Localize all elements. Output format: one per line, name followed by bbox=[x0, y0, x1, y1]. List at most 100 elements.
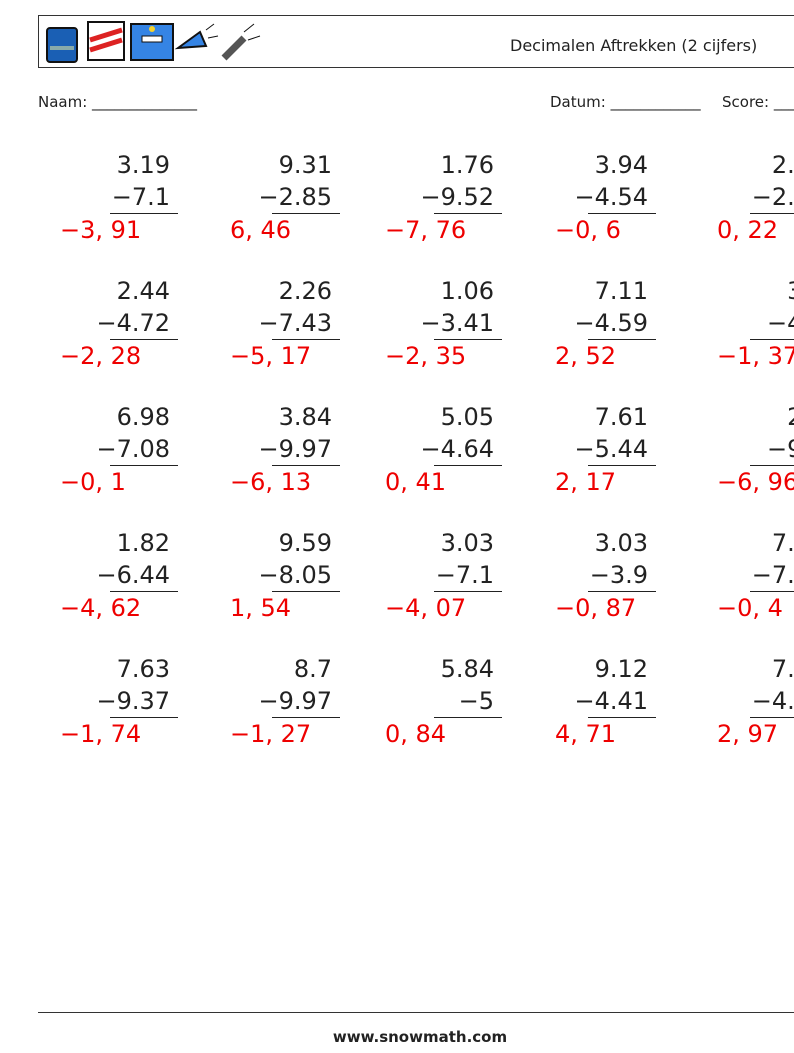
subtrahend: −4.54 bbox=[574, 183, 648, 211]
minuend: 3.03 bbox=[594, 529, 648, 557]
subtrahend: −9. bbox=[766, 435, 794, 463]
minuend: 9.31 bbox=[278, 151, 332, 179]
answer: −6, 96 bbox=[717, 468, 794, 496]
underline bbox=[434, 465, 502, 466]
underline bbox=[588, 213, 656, 214]
answer: 4, 71 bbox=[555, 720, 617, 748]
underline bbox=[272, 339, 340, 340]
header-box bbox=[38, 15, 794, 68]
answer: −3, 91 bbox=[60, 216, 142, 244]
underline bbox=[272, 591, 340, 592]
subtrahend: −3.9 bbox=[589, 561, 648, 589]
answer: 1, 54 bbox=[230, 594, 292, 622]
answer: −0, 1 bbox=[60, 468, 126, 496]
minuend: 8.7 bbox=[293, 655, 332, 683]
underline bbox=[750, 339, 794, 340]
underline bbox=[750, 213, 794, 214]
answer: −1, 74 bbox=[60, 720, 142, 748]
answer: 0, 84 bbox=[385, 720, 447, 748]
subtrahend: −6.44 bbox=[96, 561, 170, 589]
subtrahend: −4.72 bbox=[96, 309, 170, 337]
answer: −6, 13 bbox=[230, 468, 312, 496]
answer: −1, 27 bbox=[230, 720, 312, 748]
subtrahend: −4.64 bbox=[420, 435, 494, 463]
footer-url: www.snowmath.com bbox=[332, 1028, 508, 1046]
underline bbox=[272, 717, 340, 718]
answer: −2, 35 bbox=[385, 342, 467, 370]
footer-line bbox=[38, 1012, 794, 1013]
answer: 6, 46 bbox=[230, 216, 292, 244]
answer: −1, 37 bbox=[717, 342, 794, 370]
answer: 2, 97 bbox=[717, 720, 779, 748]
minuend: 1.76 bbox=[440, 151, 494, 179]
underline bbox=[272, 213, 340, 214]
minuend: 5.05 bbox=[440, 403, 494, 431]
subtrahend: −5.44 bbox=[574, 435, 648, 463]
minuend: 2.26 bbox=[278, 277, 332, 305]
underline bbox=[750, 717, 794, 718]
minuend: 7.4 bbox=[771, 529, 794, 557]
underline bbox=[110, 717, 178, 718]
underline bbox=[272, 465, 340, 466]
underline bbox=[434, 717, 502, 718]
answer: −4, 07 bbox=[385, 594, 467, 622]
underline bbox=[750, 465, 794, 466]
answer: −0, 6 bbox=[555, 216, 621, 244]
subtrahend: −2.85 bbox=[258, 183, 332, 211]
minuend: 3.19 bbox=[116, 151, 170, 179]
minuend: 3. bbox=[787, 277, 794, 305]
answer: −4, 62 bbox=[60, 594, 142, 622]
subtrahend: −9.97 bbox=[258, 687, 332, 715]
underline bbox=[110, 591, 178, 592]
underline bbox=[588, 465, 656, 466]
name-label: Naam: ______________ bbox=[38, 93, 198, 111]
answer: 0, 22 bbox=[717, 216, 779, 244]
subtrahend: −7.8 bbox=[751, 561, 794, 589]
subtrahend: −7.1 bbox=[111, 183, 170, 211]
minuend: 6.98 bbox=[116, 403, 170, 431]
subtrahend: −4.2 bbox=[751, 687, 794, 715]
subtrahend: −2.7 bbox=[751, 183, 794, 211]
underline bbox=[434, 591, 502, 592]
minuend: 5.84 bbox=[440, 655, 494, 683]
subtrahend: −9.52 bbox=[420, 183, 494, 211]
underline bbox=[434, 213, 502, 214]
subtrahend: −7.43 bbox=[258, 309, 332, 337]
minuend: 7.1 bbox=[771, 655, 794, 683]
answer: 0, 41 bbox=[385, 468, 447, 496]
underline bbox=[434, 339, 502, 340]
answer: 2, 17 bbox=[555, 468, 617, 496]
underline bbox=[110, 213, 178, 214]
minuend: 7.63 bbox=[116, 655, 170, 683]
minuend: 2.44 bbox=[116, 277, 170, 305]
underline bbox=[588, 591, 656, 592]
subtrahend: −3.41 bbox=[420, 309, 494, 337]
answer: −2, 28 bbox=[60, 342, 142, 370]
header-graphics bbox=[38, 15, 794, 68]
date-label: Datum: ____________ bbox=[550, 93, 701, 111]
score-label: Score: ___ bbox=[722, 93, 794, 111]
subtrahend: −7.1 bbox=[435, 561, 494, 589]
minuend: 2. bbox=[787, 403, 794, 431]
minuend: 7.61 bbox=[594, 403, 648, 431]
subtrahend: −4.59 bbox=[574, 309, 648, 337]
subtrahend: −9.97 bbox=[258, 435, 332, 463]
minuend: 9.12 bbox=[594, 655, 648, 683]
minuend: 3.94 bbox=[594, 151, 648, 179]
subtrahend: −7.08 bbox=[96, 435, 170, 463]
subtrahend: −9.37 bbox=[96, 687, 170, 715]
answer: −0, 4 bbox=[717, 594, 783, 622]
underline bbox=[588, 339, 656, 340]
minuend: 2.9 bbox=[771, 151, 794, 179]
answer: −0, 87 bbox=[555, 594, 637, 622]
underline bbox=[750, 591, 794, 592]
minuend: 1.82 bbox=[116, 529, 170, 557]
answer: −7, 76 bbox=[385, 216, 467, 244]
underline bbox=[110, 465, 178, 466]
icons bbox=[46, 21, 261, 63]
minuend: 1.06 bbox=[440, 277, 494, 305]
minuend: 9.59 bbox=[278, 529, 332, 557]
answer: 2, 52 bbox=[555, 342, 617, 370]
subtrahend: −4.41 bbox=[574, 687, 648, 715]
